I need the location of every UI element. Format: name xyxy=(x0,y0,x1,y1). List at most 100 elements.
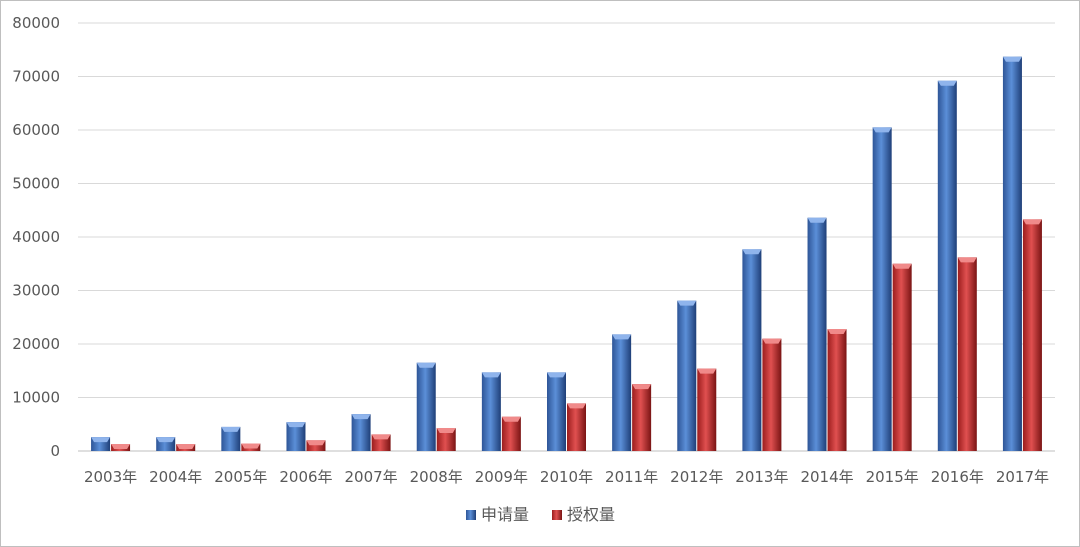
bar-body xyxy=(351,414,371,451)
bar-bevel xyxy=(416,362,436,368)
bar-bevel xyxy=(176,444,196,450)
bar-bevel xyxy=(872,127,892,133)
bar-bevel xyxy=(937,80,957,86)
bar-bevel xyxy=(762,338,782,344)
bar-application xyxy=(481,372,501,451)
legend-swatch xyxy=(552,510,562,520)
bar-bevel xyxy=(481,372,501,378)
bar-body xyxy=(892,263,912,451)
bar-body xyxy=(827,329,847,451)
bar-body xyxy=(937,80,957,451)
gridlines xyxy=(78,22,1055,452)
x-tick-label: 2008年 xyxy=(410,468,463,486)
bar-bevel xyxy=(1002,56,1022,62)
bar-bevel xyxy=(156,437,176,443)
legend-label: 申请量 xyxy=(481,505,529,524)
x-tick-label: 2016年 xyxy=(931,468,984,486)
bar-grant xyxy=(827,329,847,451)
bar-body xyxy=(436,427,456,451)
bar-grant xyxy=(501,416,521,451)
legend-swatch xyxy=(466,510,476,520)
bar-body xyxy=(481,372,501,451)
bar-grant xyxy=(436,427,456,451)
bar-body xyxy=(872,127,892,451)
x-tick-label: 2017年 xyxy=(996,468,1049,486)
bar-bevel xyxy=(1022,219,1042,225)
bar-bevel xyxy=(742,249,762,255)
bar-bevel xyxy=(807,217,827,223)
bar-body xyxy=(957,257,977,451)
x-tick-label: 2015年 xyxy=(866,468,919,486)
bar-bevel xyxy=(957,257,977,263)
bar-bevel xyxy=(827,329,847,335)
bar-application xyxy=(286,422,306,451)
bar-body xyxy=(632,384,652,451)
bar-body xyxy=(501,416,521,451)
bar-body xyxy=(306,440,326,451)
x-tick-label: 2010年 xyxy=(540,468,593,486)
bar-body xyxy=(742,249,762,451)
bars xyxy=(91,56,1042,452)
legend-item: 授权量 xyxy=(552,505,615,524)
legend-label: 授权量 xyxy=(567,505,615,524)
x-axis: 2003年 2004年 2005年 2006年 2007年 2008年 2009年 2010年… xyxy=(84,468,1049,486)
x-tick-label: 2006年 xyxy=(279,468,332,486)
x-tick-label: 2014年 xyxy=(800,468,853,486)
bar-grant xyxy=(241,443,261,451)
bar-application xyxy=(416,362,436,451)
bar-body xyxy=(416,362,436,451)
bar-application xyxy=(156,437,176,451)
bar-application xyxy=(91,437,111,451)
bar-bevel xyxy=(91,437,111,443)
bar-bevel xyxy=(286,422,306,428)
bar-bevel xyxy=(221,426,241,432)
bar-body xyxy=(807,217,827,451)
bar-body xyxy=(567,403,586,451)
bar-application xyxy=(547,372,566,451)
bar-bevel xyxy=(111,444,131,450)
bar-application xyxy=(677,300,697,451)
bar-application xyxy=(807,217,827,451)
bar-bevel xyxy=(892,263,912,269)
bar-grant xyxy=(762,338,782,451)
x-tick-label: 2012年 xyxy=(670,468,723,486)
bar-bevel xyxy=(306,440,326,446)
bar-bevel xyxy=(697,368,717,374)
bar-grant xyxy=(957,257,977,451)
y-tick-label: 0 xyxy=(50,442,60,460)
bar-application xyxy=(221,426,241,451)
bar-bevel xyxy=(632,384,652,390)
bar-bevel xyxy=(351,414,371,420)
x-tick-label: 2011年 xyxy=(605,468,658,486)
bar-application xyxy=(872,127,892,451)
y-axis: 0 10000 20000 30000 40000 50000 60000 70000 8000… xyxy=(12,14,60,460)
bar-body xyxy=(1022,219,1042,451)
bar-bevel xyxy=(371,434,391,440)
bar-grant xyxy=(176,444,196,451)
bar-body xyxy=(221,426,241,451)
bar-application xyxy=(937,80,957,451)
bar-bevel xyxy=(677,300,697,306)
bar-bevel xyxy=(436,427,456,433)
x-tick-label: 2013年 xyxy=(735,468,788,486)
bar-body xyxy=(1002,56,1022,452)
y-tick-label: 60000 xyxy=(12,121,60,139)
bar-grant xyxy=(632,384,652,451)
x-tick-label: 2007年 xyxy=(345,468,398,486)
bar-application xyxy=(1002,56,1022,452)
y-tick-label: 70000 xyxy=(12,68,60,86)
bar-body xyxy=(286,422,306,451)
legend-item: 申请量 xyxy=(466,505,529,524)
bar-application xyxy=(612,334,632,451)
bar-grant xyxy=(567,403,586,451)
bar-bevel xyxy=(612,334,632,340)
y-tick-label: 20000 xyxy=(12,335,60,353)
bar-bevel xyxy=(241,443,261,449)
x-tick-label: 2003年 xyxy=(84,468,137,486)
y-tick-label: 50000 xyxy=(12,175,60,193)
bar-grant xyxy=(306,440,326,451)
bar-body xyxy=(697,368,717,451)
x-tick-label: 2005年 xyxy=(214,468,267,486)
bar-application xyxy=(742,249,762,451)
